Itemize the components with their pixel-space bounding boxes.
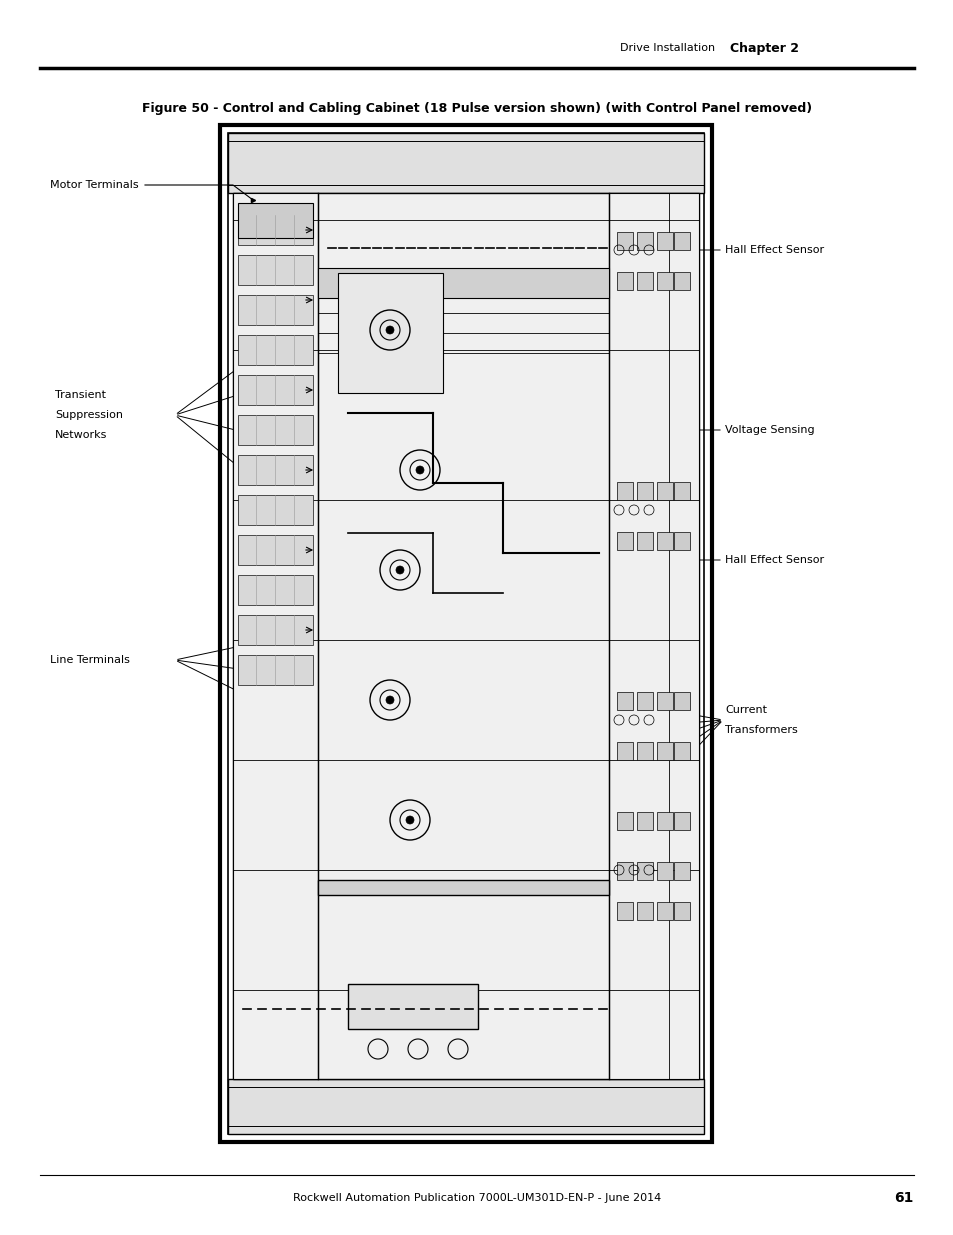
Bar	[237, 495, 313, 525]
Text: Chapter 2: Chapter 2	[729, 42, 799, 54]
Bar	[657, 532, 672, 550]
Text: Current: Current	[724, 705, 766, 715]
Text: Hall Effect Sensor: Hall Effect Sensor	[724, 245, 823, 254]
Text: Drive Installation: Drive Installation	[619, 43, 715, 53]
Text: Hall Effect Sensor: Hall Effect Sensor	[724, 555, 823, 564]
Circle shape	[416, 466, 423, 474]
Bar	[637, 862, 652, 881]
Bar	[228, 1079, 703, 1134]
Bar	[617, 811, 633, 830]
Bar	[220, 125, 711, 1142]
Text: 61: 61	[894, 1191, 913, 1205]
Bar	[617, 742, 633, 760]
Bar	[657, 482, 672, 500]
Bar	[228, 133, 703, 1134]
Bar	[237, 576, 313, 605]
Bar	[637, 811, 652, 830]
Bar	[673, 811, 689, 830]
Bar	[233, 193, 317, 1079]
Bar	[657, 902, 672, 920]
Bar	[637, 532, 652, 550]
Bar	[608, 193, 699, 1079]
Circle shape	[386, 697, 394, 704]
Bar	[237, 655, 313, 685]
Bar	[657, 232, 672, 249]
Text: Line Terminals: Line Terminals	[50, 655, 130, 664]
Bar	[657, 862, 672, 881]
Bar	[617, 272, 633, 290]
Text: Figure 50 - Control and Cabling Cabinet (18 Pulse version shown) (with Control P: Figure 50 - Control and Cabling Cabinet …	[142, 101, 811, 115]
Bar	[237, 615, 313, 645]
Bar	[637, 272, 652, 290]
Bar	[637, 482, 652, 500]
Text: Transient: Transient	[55, 390, 106, 400]
Bar	[637, 232, 652, 249]
Text: Networks: Networks	[55, 430, 108, 440]
Bar	[673, 902, 689, 920]
Bar	[228, 133, 703, 193]
Bar	[617, 532, 633, 550]
Bar	[617, 692, 633, 710]
Circle shape	[386, 326, 394, 333]
Text: Voltage Sensing: Voltage Sensing	[724, 425, 814, 435]
Bar	[637, 902, 652, 920]
Bar	[237, 454, 313, 485]
Bar	[657, 742, 672, 760]
Text: Suppression: Suppression	[55, 410, 123, 420]
Bar	[673, 692, 689, 710]
Bar	[617, 862, 633, 881]
Text: Transformers: Transformers	[724, 725, 797, 735]
Circle shape	[395, 566, 403, 574]
Bar	[657, 811, 672, 830]
Bar	[617, 482, 633, 500]
Bar	[237, 254, 313, 285]
Bar	[233, 193, 699, 1079]
Bar	[673, 862, 689, 881]
Bar	[673, 272, 689, 290]
Bar	[237, 335, 313, 366]
Bar	[348, 984, 477, 1029]
Bar	[237, 415, 313, 445]
Bar	[637, 692, 652, 710]
Bar	[657, 692, 672, 710]
Bar	[657, 272, 672, 290]
Bar	[673, 232, 689, 249]
Bar	[237, 535, 313, 564]
Bar	[337, 273, 442, 393]
Bar	[673, 482, 689, 500]
Bar	[237, 295, 313, 325]
Bar	[617, 232, 633, 249]
Bar	[617, 902, 633, 920]
Bar	[317, 881, 608, 895]
Bar	[237, 375, 313, 405]
Circle shape	[406, 816, 414, 824]
Bar	[637, 742, 652, 760]
Bar	[673, 742, 689, 760]
Bar	[237, 203, 313, 238]
Text: Motor Terminals: Motor Terminals	[50, 180, 138, 190]
Bar	[237, 215, 313, 245]
Text: Rockwell Automation Publication 7000L-UM301D-EN-P - June 2014: Rockwell Automation Publication 7000L-UM…	[293, 1193, 660, 1203]
Bar	[673, 532, 689, 550]
Bar	[317, 268, 608, 298]
